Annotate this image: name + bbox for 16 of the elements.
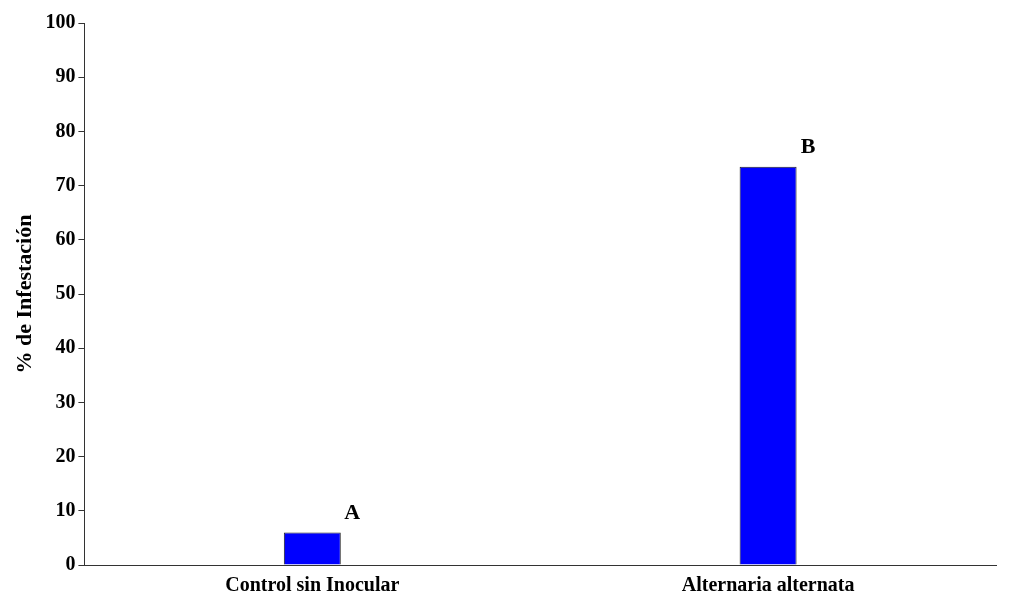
y-tick-label: 10 [55,497,76,520]
y-tick-label: 30 [55,389,76,412]
y-axis-title: % de Infestación [10,214,36,374]
x-tick-label: Alternaria alternata [681,573,855,596]
y-tick-label: 70 [55,172,76,195]
y-tick-label: 80 [55,118,76,141]
y-tick-label: 20 [55,443,76,466]
y-tick-label: 0 [65,552,76,575]
y-tick-label: 100 [45,10,76,33]
annotation: A [344,499,361,525]
y-tick-label: 90 [55,64,76,87]
y-tick-label: 50 [55,281,76,304]
y-tick-label: 60 [55,226,76,249]
y-tick-label: 40 [55,335,76,358]
x-tick-label: Control sin Inocular [225,573,400,596]
annotation: B [800,133,816,159]
